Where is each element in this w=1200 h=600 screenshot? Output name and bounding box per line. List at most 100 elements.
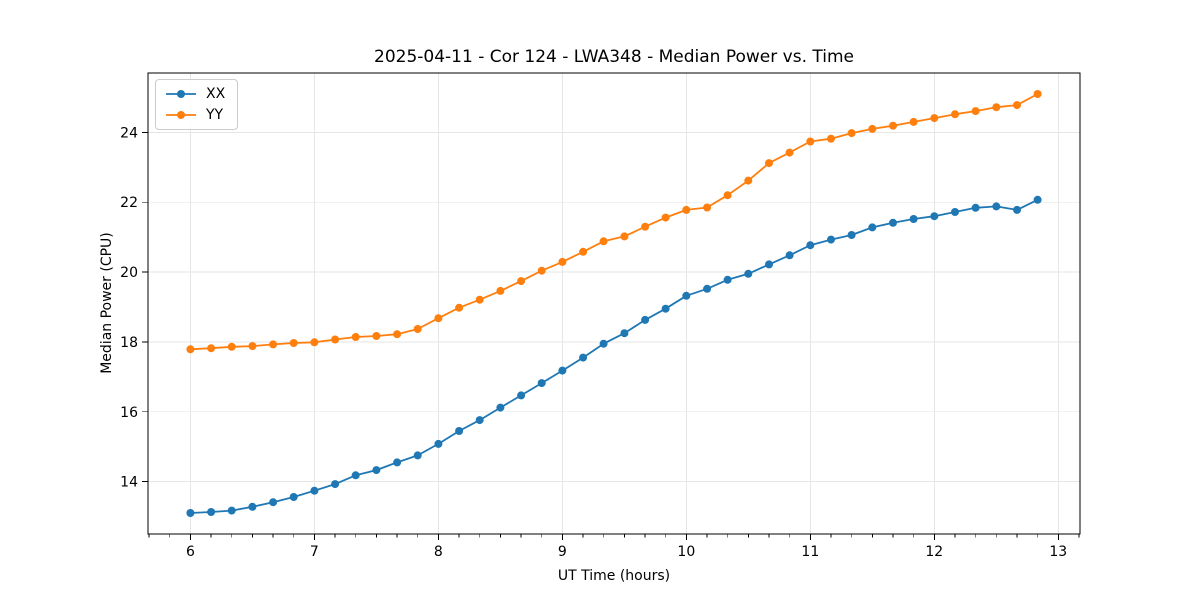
y-tick-label: 24 <box>120 125 138 141</box>
data-point-XX <box>289 493 298 501</box>
data-point-XX <box>475 416 484 425</box>
x-tick-label: 7 <box>310 544 319 560</box>
data-point-YY <box>785 148 794 157</box>
data-point-YY <box>579 247 588 256</box>
data-point-YY <box>310 338 319 347</box>
data-point-XX <box>496 403 505 412</box>
data-point-YY <box>641 222 650 231</box>
legend-line-marker-icon <box>166 111 196 119</box>
x-tick-label: 6 <box>186 544 195 560</box>
data-point-YY <box>703 203 712 212</box>
data-point-XX <box>641 315 650 324</box>
data-point-YY <box>434 314 443 323</box>
data-point-XX <box>558 366 567 375</box>
data-point-XX <box>186 509 195 517</box>
series-line-XX <box>190 198 1038 514</box>
data-point-YY <box>661 213 670 222</box>
data-point-YY <box>723 191 732 200</box>
data-point-XX <box>248 502 257 511</box>
data-point-YY <box>909 117 918 126</box>
data-point-YY <box>827 134 835 143</box>
data-point-XX <box>661 304 670 313</box>
data-point-XX <box>889 218 897 227</box>
data-point-YY <box>517 277 526 286</box>
data-point-XX <box>744 269 753 278</box>
y-tick-label: 22 <box>120 195 138 211</box>
data-point-XX <box>620 329 629 338</box>
data-point-YY <box>372 332 381 340</box>
data-point-YY <box>951 110 959 119</box>
data-point-XX <box>579 353 588 362</box>
data-point-XX <box>351 471 360 480</box>
data-point-YY <box>599 237 608 246</box>
data-point-YY <box>413 325 422 333</box>
legend-item-xx: XX <box>165 87 225 101</box>
legend-line-marker-icon <box>166 90 196 98</box>
data-point-XX <box>723 275 732 284</box>
y-tick-label: 14 <box>120 475 138 491</box>
data-point-XX <box>992 202 1001 211</box>
data-point-XX <box>537 379 546 388</box>
data-point-YY <box>455 303 464 312</box>
legend: XX YY <box>155 79 239 130</box>
x-tick-label: 13 <box>1049 544 1067 560</box>
data-point-YY <box>1013 101 1021 110</box>
data-point-YY <box>186 345 195 354</box>
data-point-YY <box>248 342 257 351</box>
data-point-XX <box>269 498 278 507</box>
data-point-XX <box>413 451 422 460</box>
data-point-YY <box>475 295 484 304</box>
data-point-XX <box>1013 205 1021 214</box>
legend-label-yy: YY <box>206 107 224 123</box>
y-tick-label: 16 <box>120 405 138 421</box>
data-point-XX <box>868 223 877 232</box>
data-point-XX <box>827 235 835 244</box>
data-point-XX <box>703 284 712 293</box>
data-point-YY <box>806 137 815 146</box>
chart-title: 2025-04-11 - Cor 124 - LWA348 - Median P… <box>374 47 854 67</box>
data-point-YY <box>620 232 629 241</box>
data-point-YY <box>847 129 856 138</box>
data-point-XX <box>331 480 340 489</box>
data-point-XX <box>847 231 856 239</box>
data-point-XX <box>434 439 443 448</box>
data-point-XX <box>227 506 236 515</box>
data-point-YY <box>1033 90 1042 98</box>
data-point-XX <box>930 212 939 221</box>
data-point-YY <box>992 103 1001 112</box>
data-point-XX <box>207 508 216 516</box>
plot-border <box>147 72 1081 535</box>
data-point-XX <box>951 208 959 216</box>
data-point-XX <box>682 291 691 300</box>
y-tick-label: 18 <box>120 335 138 351</box>
data-point-XX <box>393 458 402 467</box>
data-point-XX <box>806 241 815 250</box>
data-point-XX <box>310 486 319 495</box>
x-tick-label: 8 <box>434 544 443 560</box>
data-point-YY <box>682 205 691 214</box>
x-axis-label: UT Time (hours) <box>557 568 671 584</box>
data-point-YY <box>207 344 216 353</box>
x-tick-label: 10 <box>677 544 695 560</box>
data-point-YY <box>496 286 505 295</box>
data-point-YY <box>558 257 567 266</box>
data-point-YY <box>393 330 402 339</box>
x-tick-label: 9 <box>558 544 567 560</box>
data-point-XX <box>971 203 980 212</box>
data-point-YY <box>971 107 980 116</box>
y-axis-label: Median Power (CPU) <box>99 232 115 374</box>
data-point-XX <box>517 391 526 400</box>
data-point-XX <box>372 466 381 475</box>
data-point-XX <box>785 251 794 260</box>
data-point-YY <box>930 114 939 123</box>
data-point-YY <box>351 333 360 341</box>
y-tick-label: 20 <box>120 265 138 281</box>
data-point-XX <box>455 427 464 435</box>
data-point-XX <box>1033 195 1042 204</box>
data-point-YY <box>765 159 773 168</box>
data-point-XX <box>909 215 918 223</box>
data-point-YY <box>227 342 236 351</box>
data-point-YY <box>889 121 897 130</box>
